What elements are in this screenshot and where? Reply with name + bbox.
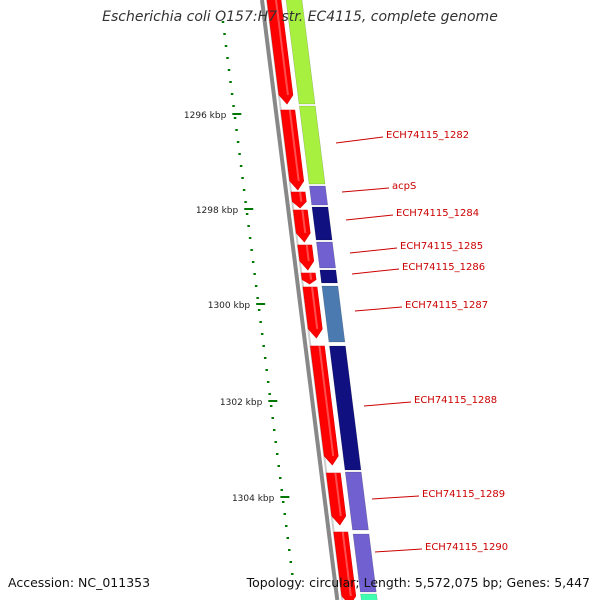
cds-block bbox=[360, 593, 378, 600]
cds-block bbox=[344, 471, 369, 531]
forward-strand-arrow bbox=[333, 531, 357, 600]
backbone-line bbox=[260, 0, 340, 600]
forward-strand-arrow bbox=[290, 191, 307, 209]
gene-label: ECH74115_1289 bbox=[422, 489, 505, 500]
scale-label: 1304 kbp bbox=[232, 494, 275, 504]
scale-label: 1300 kbp bbox=[208, 301, 251, 311]
accession-label: Accession: NC_011353 bbox=[8, 575, 151, 590]
forward-strand-arrow bbox=[297, 244, 315, 271]
cds-block bbox=[319, 269, 338, 284]
scale-label: 1302 kbp bbox=[220, 398, 263, 408]
scale-label: 1296 kbp bbox=[184, 111, 227, 121]
gene-label: ECH74115_1282 bbox=[386, 130, 469, 141]
gene-leader-line bbox=[349, 247, 398, 254]
cds-block bbox=[285, 0, 316, 105]
gene-label: acpS bbox=[392, 181, 416, 192]
cds-block bbox=[316, 241, 336, 269]
arrow-highlight bbox=[341, 531, 352, 597]
topology-label: Topology: circular; Length: 5,572,075 bp… bbox=[246, 575, 590, 590]
gene-leader-line bbox=[335, 136, 384, 144]
gene-label: ECH74115_1290 bbox=[425, 542, 508, 553]
gene-leader-line bbox=[374, 548, 423, 553]
cds-block bbox=[329, 345, 362, 471]
cds-block bbox=[321, 285, 346, 343]
cds-block bbox=[299, 105, 326, 185]
gene-leader-line bbox=[341, 187, 390, 193]
arrow-highlight bbox=[311, 286, 319, 330]
gene-label: ECH74115_1286 bbox=[402, 262, 485, 273]
arrow-highlight bbox=[318, 345, 335, 457]
gene-label: ECH74115_1287 bbox=[405, 300, 488, 311]
arrow-highlight bbox=[299, 191, 303, 202]
forward-strand-arrow bbox=[293, 209, 311, 243]
gene-label: ECH74115_1284 bbox=[396, 208, 479, 219]
gene-label: ECH74115_1285 bbox=[400, 241, 483, 252]
gene-leader-line bbox=[345, 214, 394, 221]
gene-leader-line bbox=[351, 268, 400, 275]
cds-block bbox=[352, 533, 377, 593]
cds-block bbox=[309, 185, 329, 206]
arrow-highlight bbox=[334, 472, 342, 517]
gene-label: ECH74115_1288 bbox=[414, 395, 497, 406]
arrow-highlight bbox=[274, 0, 289, 96]
arrow-highlight bbox=[288, 109, 300, 182]
genome-title: Escherichia coli O157:H7 str. EC4115, co… bbox=[102, 9, 498, 25]
cds-block bbox=[311, 206, 333, 241]
gene-leader-line bbox=[363, 401, 412, 407]
scale-label: 1298 kbp bbox=[196, 206, 239, 216]
arrow-highlight bbox=[301, 209, 307, 234]
arrow-highlight bbox=[309, 272, 313, 280]
forward-strand-arrow bbox=[300, 272, 317, 285]
arrow-highlight bbox=[305, 244, 310, 262]
gene-leader-line bbox=[354, 306, 403, 312]
gene-leader-line bbox=[371, 495, 420, 500]
